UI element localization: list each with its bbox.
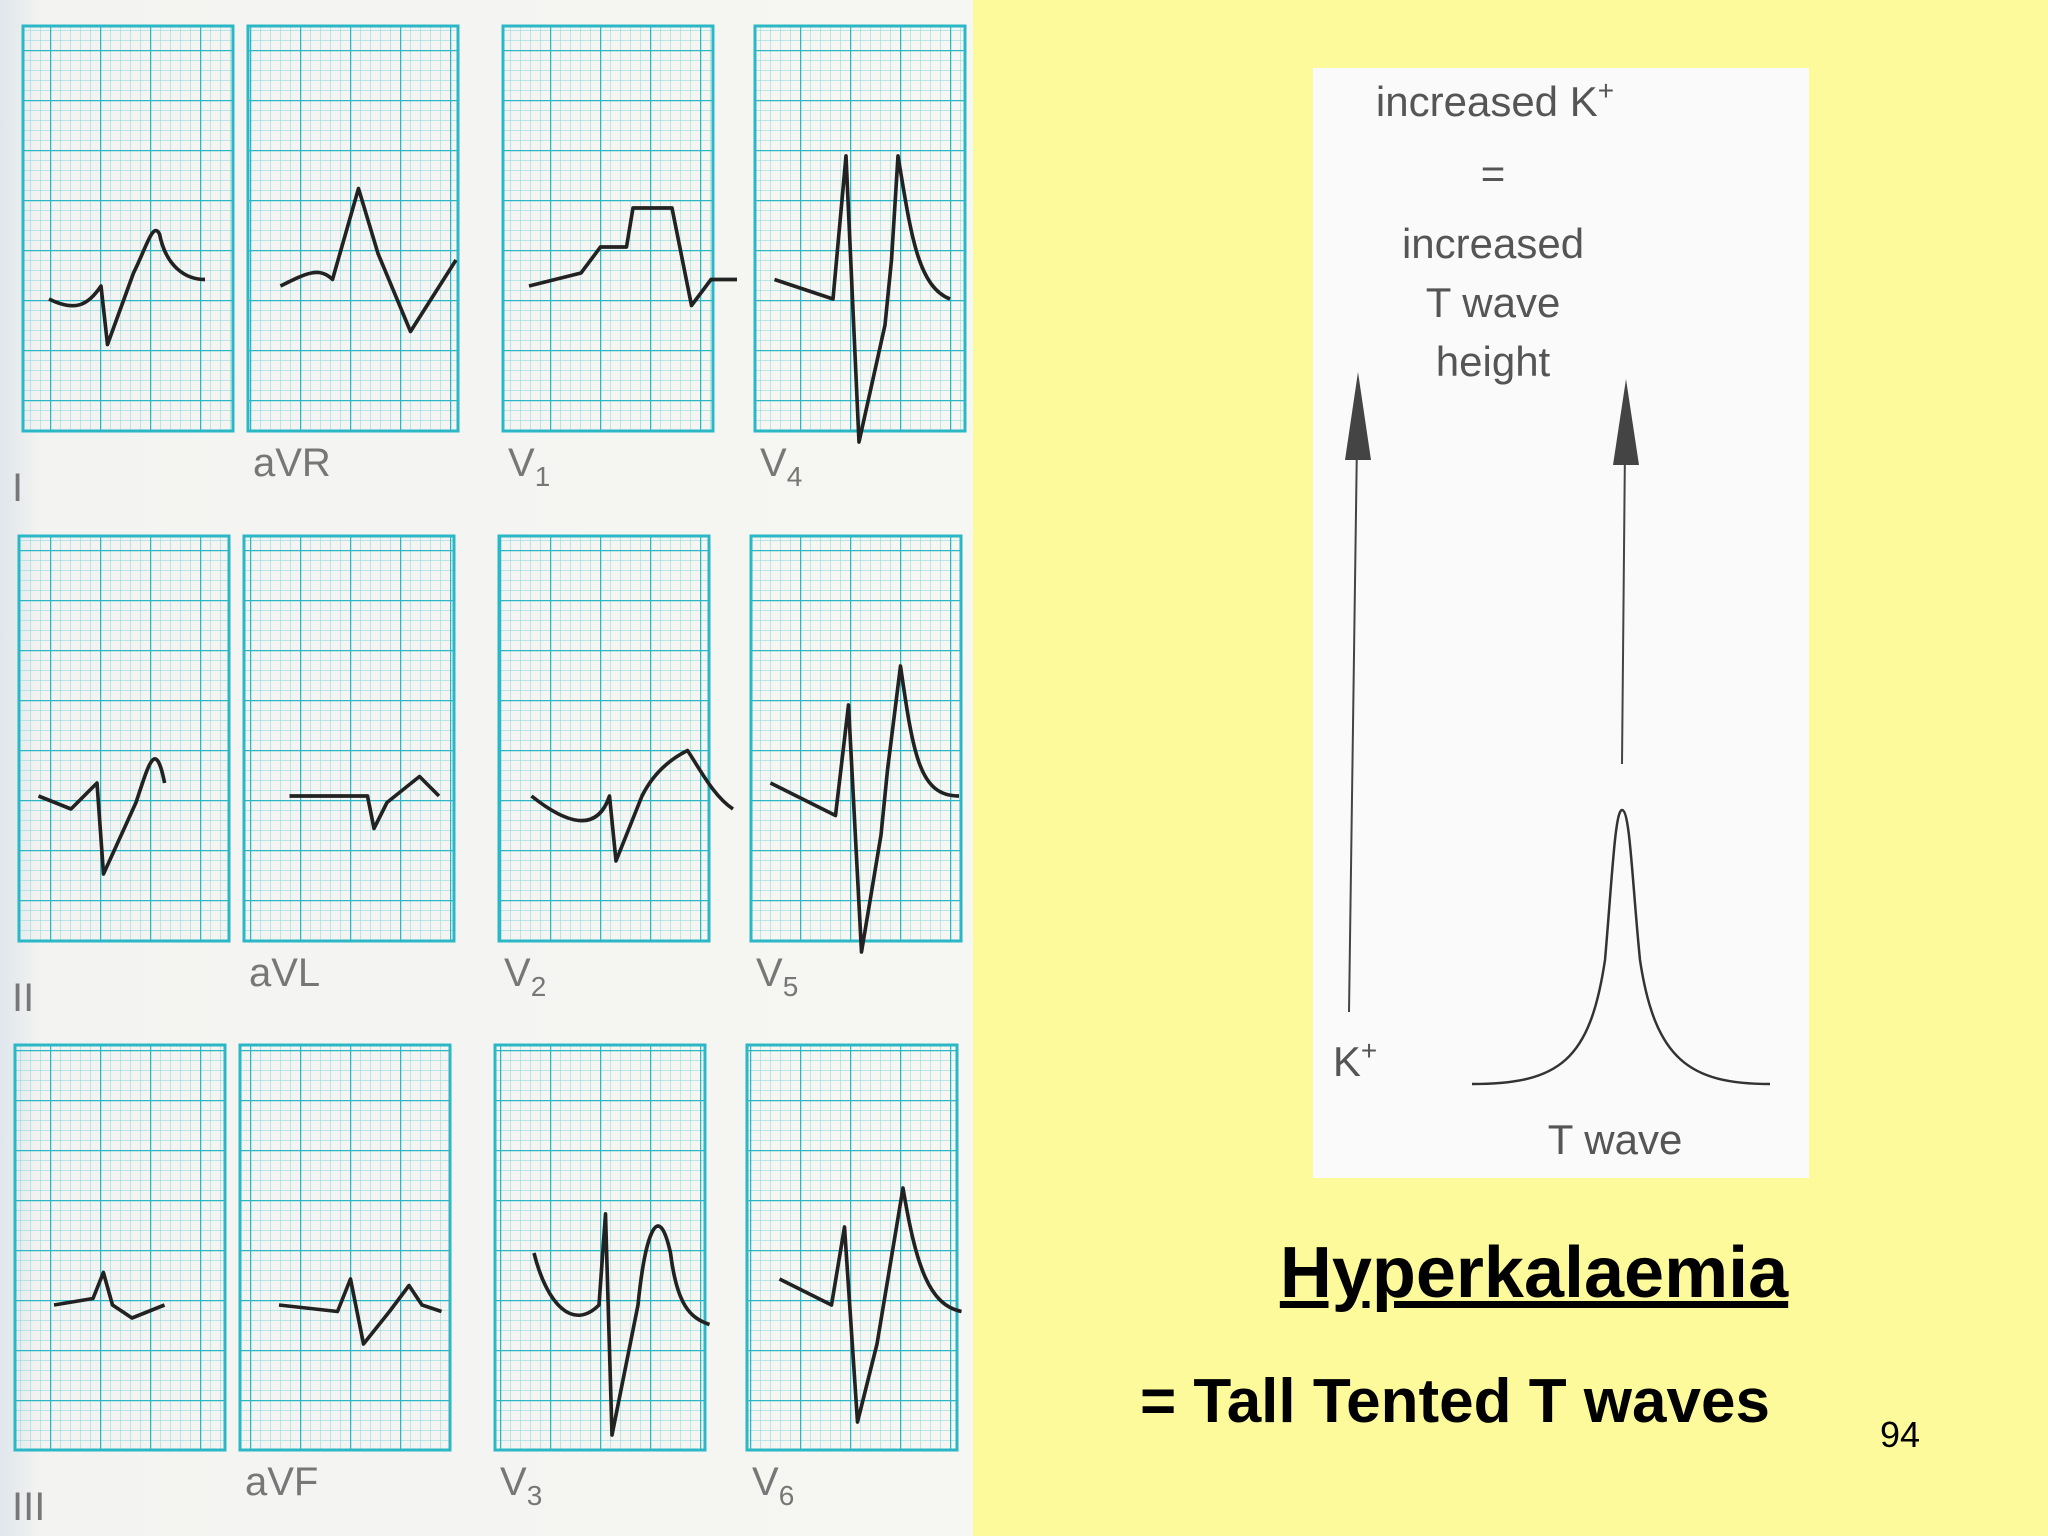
curve-label: T wave: [1548, 1116, 1683, 1163]
ecg-trace: [528, 206, 737, 308]
ecg-grid: [238, 1043, 452, 1452]
lead-sub: 1: [535, 461, 551, 492]
lead-name: V: [500, 1460, 527, 1504]
lead-name: aVL: [249, 951, 320, 995]
lead-label: V2: [504, 951, 546, 1002]
lead-label: V1: [508, 441, 550, 492]
lead-name: III: [12, 1485, 45, 1529]
lead-name: V: [760, 441, 787, 485]
lead-name: V: [508, 441, 535, 485]
ecg-trace: [530, 748, 735, 863]
ecg-trace: [48, 228, 206, 347]
k-arrow-head: [1345, 372, 1371, 460]
ecg-grid: [497, 534, 711, 943]
ecg-trace: [278, 1277, 443, 1346]
ecg-grid: [13, 1043, 227, 1452]
lead-sub: 4: [787, 461, 803, 492]
t-wave-curve: [1471, 808, 1771, 1086]
ecg-grid: [246, 24, 460, 433]
lead-label: I: [12, 466, 23, 510]
lead-name: V: [504, 951, 531, 995]
lead-sub: 5: [783, 971, 799, 1002]
ecg-grid: [242, 534, 456, 943]
lead-name: V: [752, 1460, 779, 1504]
ecg-grid: [745, 1043, 959, 1452]
ecg-grid: [493, 1043, 707, 1452]
ecg-grid: [17, 534, 231, 943]
top-label: increased K+: [1376, 75, 1614, 125]
result-line: height: [1436, 338, 1551, 385]
ecg-grid: [753, 24, 967, 433]
t-arrow-head: [1613, 379, 1639, 465]
ecg-trace: [279, 186, 458, 334]
lead-label: V6: [752, 1460, 794, 1511]
lead-label: aVR: [253, 441, 331, 485]
page-number: 94: [1880, 1414, 1921, 1455]
ecg-trace: [532, 1212, 711, 1437]
lead-name: aVR: [253, 441, 331, 485]
lead-label: aVF: [245, 1460, 318, 1504]
lead-label: V3: [500, 1460, 542, 1511]
lead-label: V4: [760, 441, 802, 492]
lead-label: II: [12, 976, 34, 1020]
ecg-trace: [289, 774, 441, 831]
ecg-trace: [37, 757, 167, 876]
lead-name: V: [756, 951, 783, 995]
lead-name: aVF: [245, 1460, 318, 1504]
diagram-box: [1313, 68, 1809, 1178]
ecg-trace: [53, 1270, 166, 1320]
lead-name: II: [12, 976, 34, 1020]
ecg-grid: [21, 24, 235, 433]
lead-sub: 2: [531, 971, 547, 1002]
result-line: increased: [1402, 220, 1584, 267]
t-arrow: [1621, 444, 1626, 765]
ecg-trace: [778, 1186, 962, 1424]
ecg-trace: [773, 154, 951, 444]
result-line: T wave: [1426, 279, 1561, 326]
lead-sub: 3: [527, 1480, 543, 1511]
ecg-trace: [769, 664, 960, 954]
lead-sub: 6: [779, 1480, 795, 1511]
lead-name: I: [12, 466, 23, 510]
lead-label: aVL: [249, 951, 320, 995]
lead-label: III: [12, 1485, 45, 1529]
axis-label: K+: [1333, 1035, 1377, 1085]
equals: =: [1481, 150, 1506, 197]
title: Hyperkalaemia: [1279, 1233, 1789, 1313]
subtitle: = Tall Tented T waves: [1140, 1367, 1770, 1436]
lead-label: V5: [756, 951, 798, 1002]
k-arrow: [1348, 439, 1358, 1013]
ecg-grid: [501, 24, 715, 433]
